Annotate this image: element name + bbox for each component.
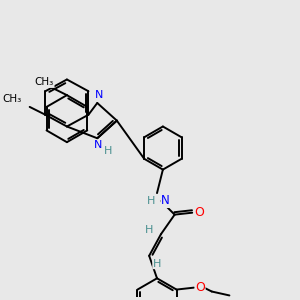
Text: N: N — [161, 194, 170, 207]
Text: CH₃: CH₃ — [3, 94, 22, 104]
Text: N: N — [95, 90, 103, 100]
Text: CH₃: CH₃ — [35, 77, 54, 87]
Text: O: O — [195, 281, 205, 294]
Text: H: H — [153, 259, 161, 269]
Text: N: N — [94, 140, 102, 150]
Text: H: H — [104, 146, 112, 156]
Text: H: H — [147, 196, 155, 206]
Text: O: O — [194, 206, 204, 219]
Text: H: H — [145, 225, 153, 235]
